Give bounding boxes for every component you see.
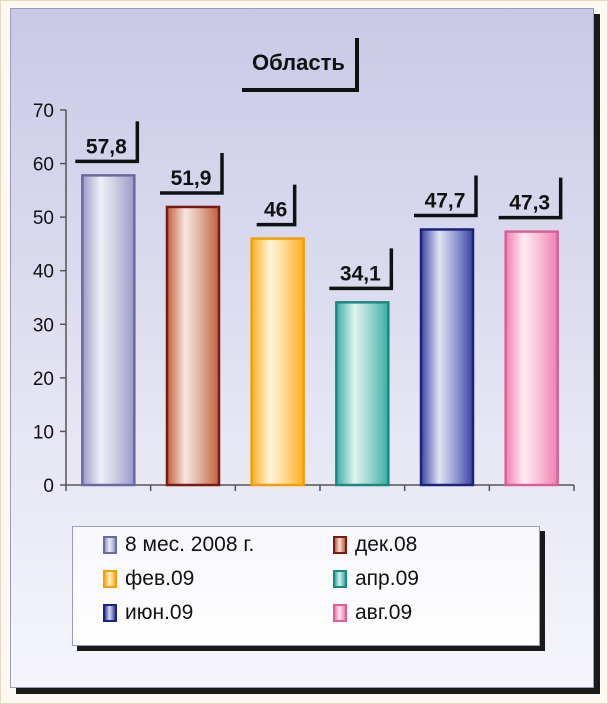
legend-label: апр.09	[355, 567, 419, 590]
legend-label: июн.09	[125, 601, 194, 624]
legend: 8 мес. 2008 г. дек.08 фев.09 апр.09 июн.09 ав…	[72, 526, 540, 646]
data-label-bracket	[498, 177, 563, 220]
legend-label: 8 мес. 2008 г.	[125, 533, 255, 556]
data-label-bracket	[414, 175, 478, 218]
legend-swatch	[333, 604, 347, 622]
bar-4	[419, 228, 475, 487]
legend-item: дек.08	[333, 533, 417, 557]
data-label-bracket	[329, 248, 394, 291]
y-tick-label: 40	[33, 262, 54, 283]
legend-swatch	[333, 570, 347, 588]
legend-swatch	[103, 604, 117, 622]
bar-3	[335, 301, 390, 487]
y-tick-label: 60	[33, 155, 54, 176]
y-tick-label: 30	[33, 315, 54, 336]
data-label: 34,1	[340, 262, 381, 285]
legend-label: авг.09	[355, 601, 413, 624]
data-label: 47,7	[425, 189, 466, 212]
data-label: 47,3	[509, 192, 550, 215]
data-label: 57,8	[86, 135, 127, 158]
y-tick-label: 20	[33, 369, 54, 390]
legend-swatch	[103, 536, 117, 554]
legend-item: авг.09	[333, 601, 412, 625]
bar-5	[504, 230, 559, 487]
legend-item: фев.09	[103, 567, 194, 591]
y-tick-label: 70	[33, 101, 54, 122]
chart-title: Область	[242, 38, 359, 92]
y-tick-label: 0	[43, 476, 54, 497]
y-tick-label: 10	[33, 422, 54, 443]
legend-label: дек.08	[355, 533, 418, 556]
legend-swatch	[103, 570, 117, 588]
legend-swatch	[333, 536, 347, 554]
data-label-bracket	[256, 184, 297, 227]
data-label: 51,9	[171, 167, 212, 190]
data-label-bracket	[75, 121, 140, 164]
legend-item: июн.09	[103, 601, 193, 625]
legend-item: 8 мес. 2008 г.	[103, 533, 254, 557]
bar-2	[250, 237, 305, 487]
y-tick-label: 50	[33, 208, 54, 229]
bar-1	[165, 205, 221, 487]
bar-0	[81, 174, 136, 487]
legend-item: апр.09	[333, 567, 419, 591]
legend-label: фев.09	[125, 567, 195, 590]
data-label-bracket	[160, 152, 224, 195]
data-label: 46	[264, 199, 287, 222]
